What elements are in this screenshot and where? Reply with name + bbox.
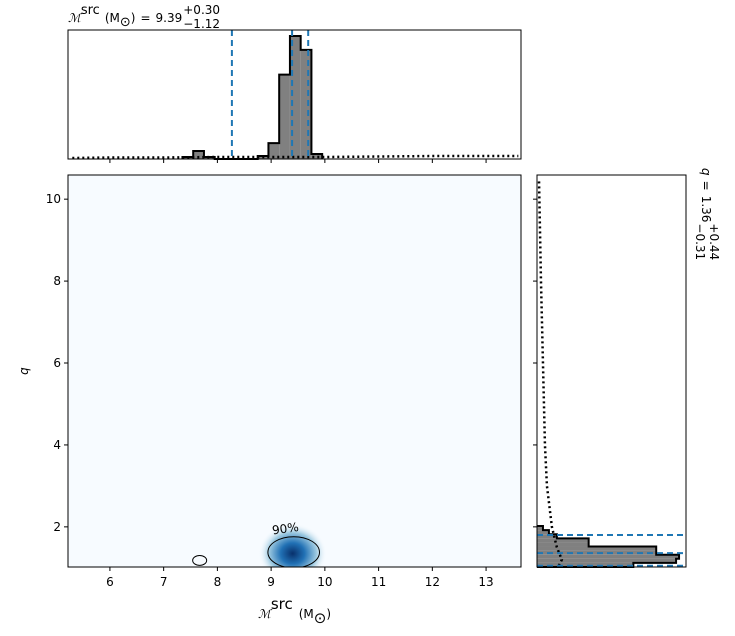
bar: [537, 562, 634, 567]
label-symbol: ℳ: [258, 607, 273, 621]
title-equals: =: [699, 181, 713, 191]
label-unit-sub: ⊙: [314, 609, 327, 627]
title-minus: −0.31: [693, 223, 707, 260]
title-plus: +0.44: [707, 223, 721, 260]
x-tick-label: 9: [267, 575, 275, 589]
title-median: 9.39: [156, 11, 183, 25]
x-tick-label: 8: [214, 575, 222, 589]
bar: [279, 74, 290, 159]
frame: [67, 174, 522, 568]
bar: [537, 550, 657, 555]
label-sup: src: [271, 595, 293, 613]
y-tick-label: 2: [53, 520, 61, 534]
contour: [267, 536, 320, 567]
top-title: ℳsrc (M⊙) = 9.39: [68, 3, 182, 30]
label-unit: (M: [299, 607, 314, 621]
frame: [67, 29, 522, 160]
bar: [193, 151, 204, 159]
density-background: [68, 175, 521, 567]
bar: [300, 49, 312, 159]
title-close: ): [131, 11, 136, 25]
x-tick-label: 12: [425, 575, 440, 589]
density-peak: [258, 523, 327, 567]
title-minus: −1.12: [183, 17, 220, 31]
x-axis-label: ℳsrc (M⊙): [258, 595, 331, 627]
x-tick-label: 7: [160, 575, 168, 589]
y-tick-label: 8: [53, 274, 61, 288]
bar: [268, 143, 280, 159]
title-plus: +0.30: [183, 3, 220, 17]
prior-line: [537, 178, 564, 567]
y-tick-label: 4: [53, 438, 61, 452]
bar: [537, 542, 589, 547]
right-title-main: q = 1.36: [699, 168, 713, 222]
x-tick-label: 13: [478, 575, 493, 589]
bar: [537, 546, 657, 551]
contour-label: 90%: [271, 520, 299, 538]
bar: [537, 538, 589, 543]
title-unit: (M: [105, 11, 120, 25]
bar: [311, 154, 323, 159]
title-median: 1.36: [699, 196, 713, 223]
title-q: q: [699, 168, 713, 176]
y-tick-label: 10: [46, 192, 61, 206]
title-unit-sub: ⊙: [120, 15, 131, 30]
bar: [537, 530, 549, 535]
y-tick-label: 6: [53, 356, 61, 370]
bar: [289, 35, 301, 160]
label-close: ): [326, 607, 331, 621]
title-symbol: ℳ: [68, 11, 83, 25]
y-axis-label: q: [17, 367, 31, 375]
x-tick-label: 6: [106, 575, 114, 589]
contour: [192, 555, 208, 566]
prior-line: [72, 154, 519, 160]
density-layer: [192, 523, 327, 567]
x-tick-label: 10: [317, 575, 332, 589]
title-sup: src: [81, 3, 100, 18]
right-title: q = 1.36+0.44−0.31: [693, 168, 721, 260]
frame: [536, 174, 687, 568]
bar: [537, 554, 680, 559]
title-equals: =: [140, 11, 150, 25]
x-tick-label: 11: [371, 575, 386, 589]
bar: [537, 526, 543, 531]
bar: [537, 558, 677, 563]
bar: [537, 534, 557, 539]
hist-outline: [537, 525, 681, 568]
